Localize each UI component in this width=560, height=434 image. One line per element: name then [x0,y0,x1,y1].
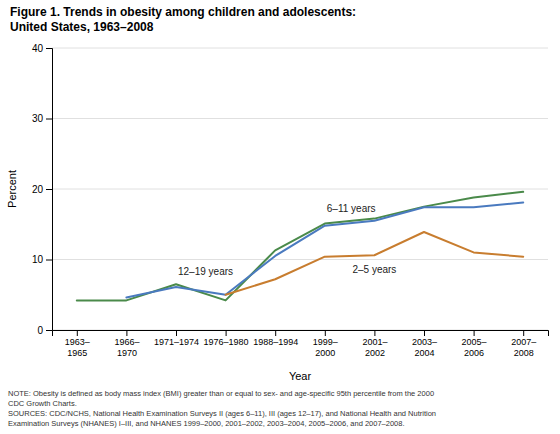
grid-line [52,48,548,49]
plot-marks [77,192,523,301]
x-tick-mark [176,330,177,336]
x-axis: 1963–1965 1966–1970 1971–1974 1976–1980 1988… [53,330,549,358]
x-tick: 2005–2006 [462,330,487,358]
x-axis-title: Year [289,370,312,382]
series-label: 12–19 years [178,266,233,277]
x-tick-mark [77,330,78,336]
series-line [126,202,523,297]
x-tick-mark [325,330,326,336]
y-axis-title: Percent [6,170,18,208]
grid-line [52,259,548,260]
y-axis: 0 10 20 30 40 [32,43,53,336]
x-tick: 1971–1974 [154,330,199,347]
y-tick-mark [46,330,52,331]
x-tick-mark [126,330,127,336]
y-tick: 20 [32,184,52,195]
y-axis-line [46,49,53,331]
y-tick-label: 30 [32,113,44,124]
x-tick-mark [275,330,276,336]
grid [52,48,548,330]
x-tick-label: 2003–2004 [412,337,437,357]
note: NOTE: Obesity is defined as body mass in… [8,389,436,428]
y-tick-label: 40 [32,43,44,54]
x-axis-line [53,331,549,337]
subtitle: United States, 1963–2008 [10,20,154,34]
series-line [226,232,524,295]
x-tick: 1976–1980 [204,330,249,347]
x-tick-label: 2005–2006 [462,337,487,357]
x-tick-label: 1988–1994 [253,337,298,347]
x-tick-mark [374,330,375,336]
grid-line [52,118,548,119]
y-tick: 0 [37,325,52,336]
x-tick: 2003–2004 [412,330,437,358]
y-tick-label: 10 [32,254,44,265]
x-tick-label: 2001–2002 [362,337,387,357]
y-tick-label: 0 [37,325,43,336]
y-tick: 30 [32,113,52,124]
x-tick-label: 2007–2008 [511,337,536,357]
series-label: 2–5 years [352,264,396,275]
y-tick-label: 20 [32,184,44,195]
x-tick: 2001–2002 [362,330,387,358]
x-tick-mark [474,330,475,336]
x-tick-mark [523,330,524,336]
title: Figure 1. Trends in obesity among childr… [10,5,356,19]
chart: Figure 1. Trends in obesity among childr… [0,0,560,434]
x-tick-label: 1976–1980 [204,337,249,347]
series-label: 6–11 years [327,203,376,214]
series-labels: 6–11 years 12–19 years 2–5 years [178,203,396,277]
x-tick-label: 1963–1965 [65,337,90,357]
y-tick-mark [46,119,52,120]
y-tick-mark [46,48,52,49]
x-tick-mark [226,330,227,336]
x-tick-mark [424,330,425,336]
x-tick-label: 1966–1970 [114,337,139,357]
x-tick: 2007–2008 [511,330,536,358]
x-tick: 1988–1994 [253,330,298,347]
y-tick: 40 [32,43,52,54]
x-tick-label: 1999–2000 [313,337,338,357]
x-tick-label: 1971–1974 [154,337,199,347]
y-tick-mark [46,260,52,261]
y-tick-mark [46,189,52,190]
x-tick: 1999–2000 [313,330,338,358]
y-tick: 10 [32,254,52,265]
grid-line [52,189,548,190]
x-tick: 1966–1970 [114,330,139,358]
series-line [77,192,523,301]
x-tick: 1963–1965 [65,330,90,358]
